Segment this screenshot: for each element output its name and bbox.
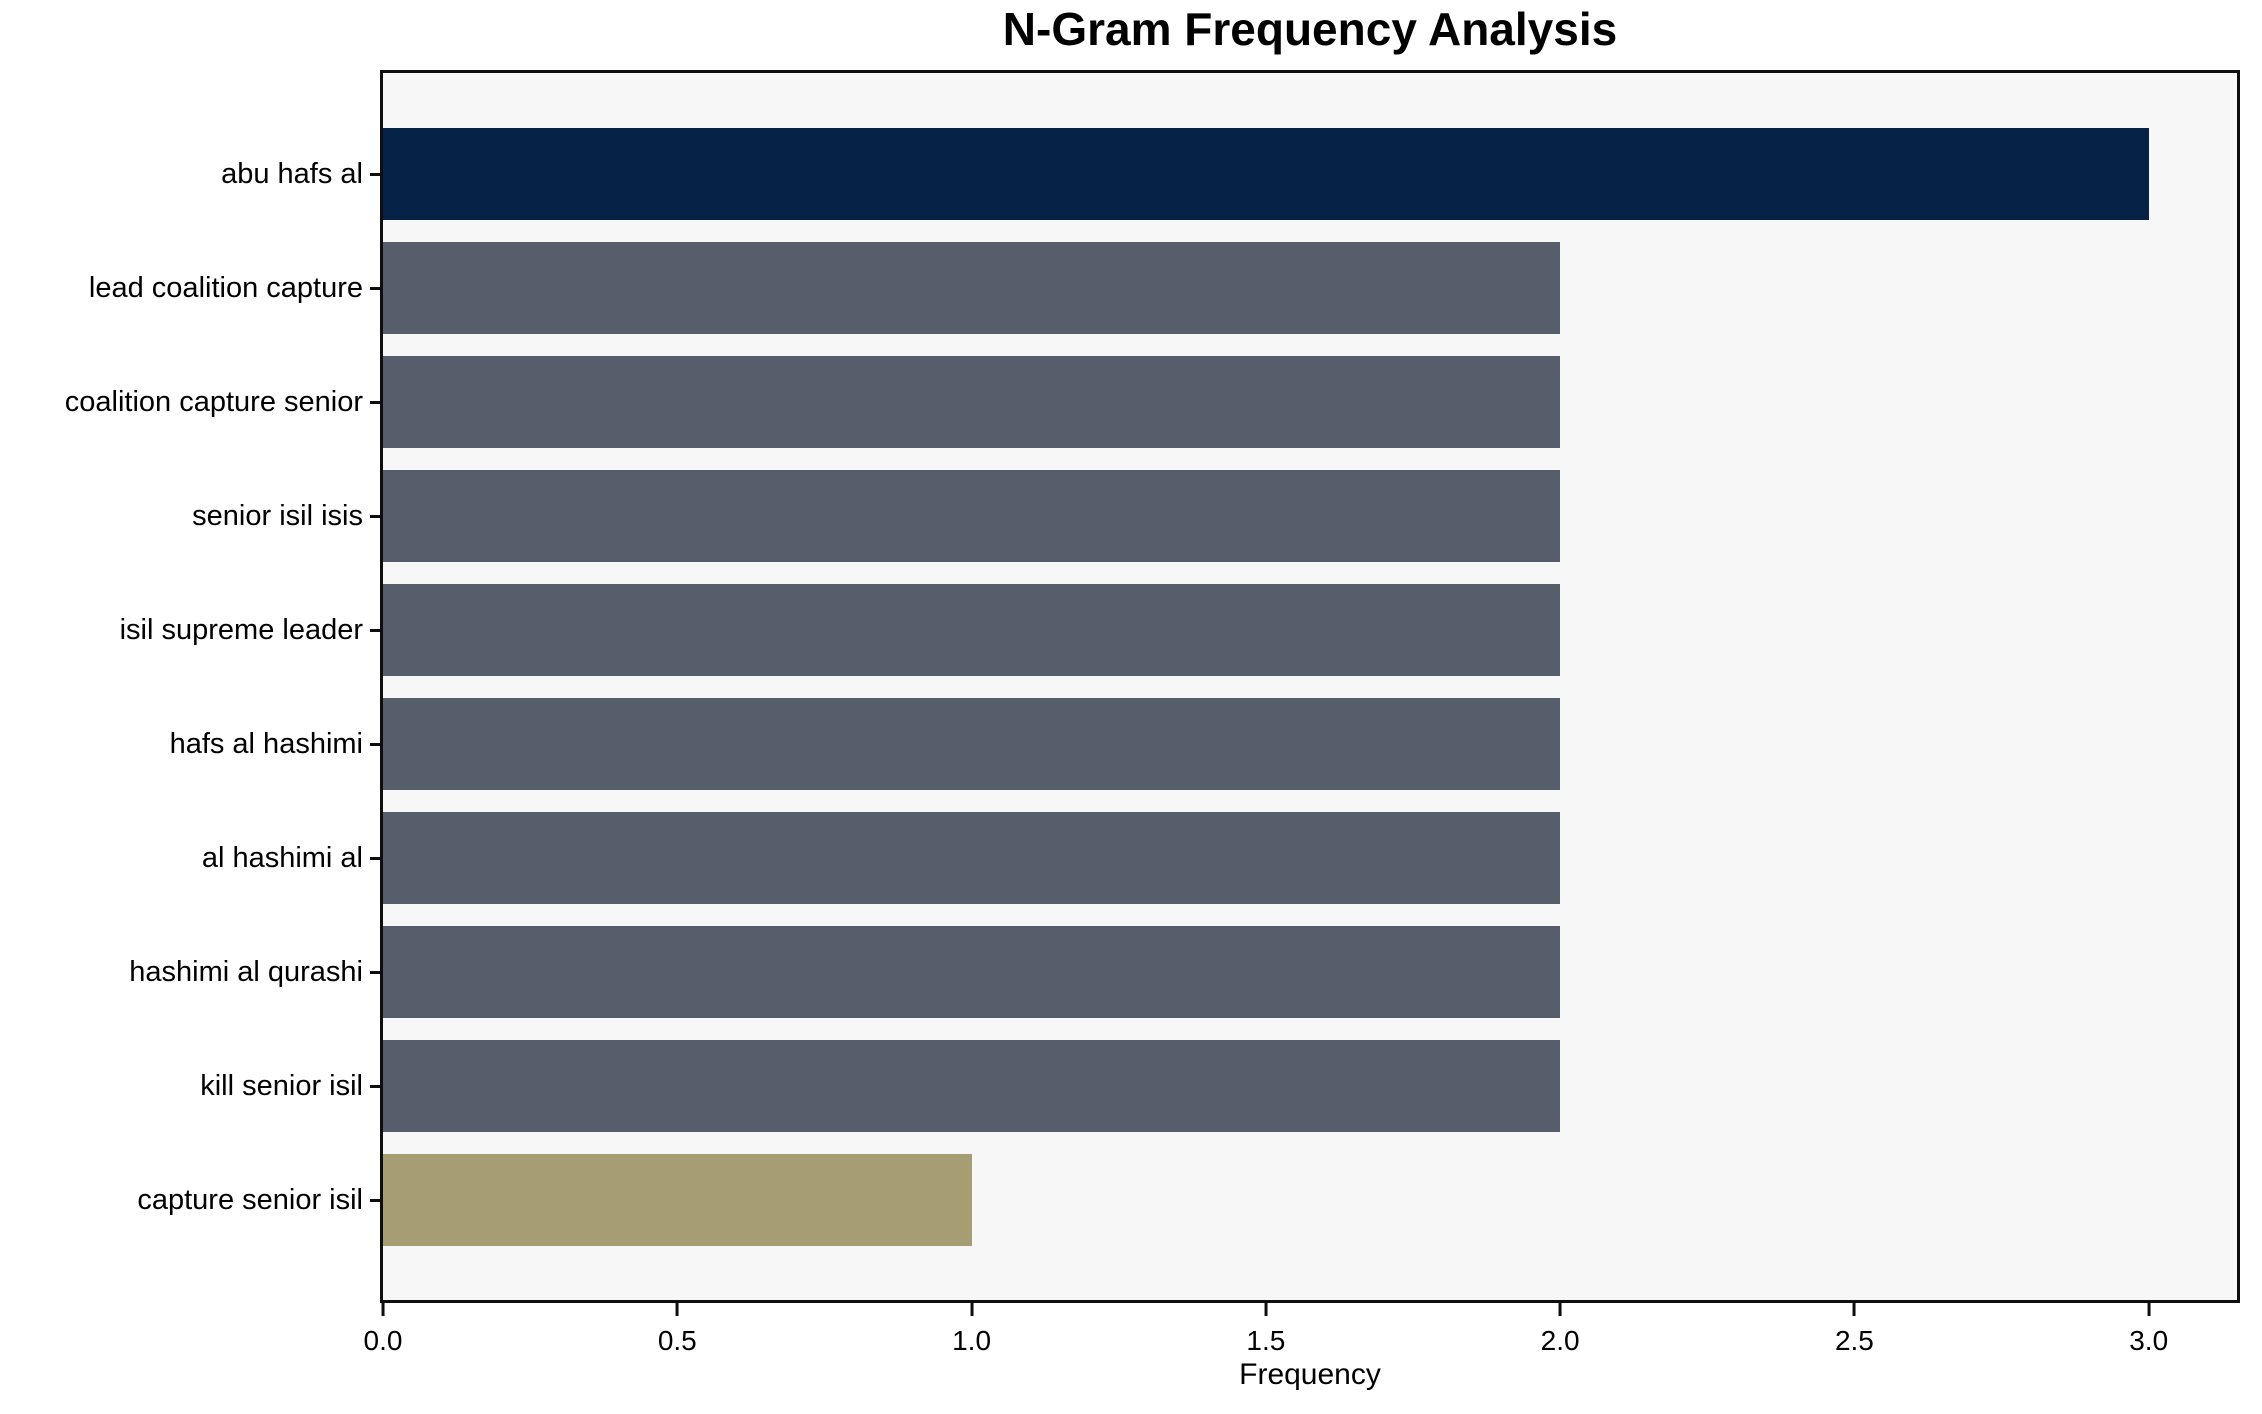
x-tick-mark (2147, 1303, 2151, 1316)
y-row: al hashimi al (0, 801, 380, 915)
y-tick-label: kill senior isil (200, 1069, 363, 1102)
bar-row (383, 1029, 2237, 1143)
bar (383, 812, 1561, 904)
y-tick-label: coalition capture senior (64, 385, 363, 418)
bar (383, 1040, 1561, 1132)
x-tick-label: 1.0 (952, 1325, 992, 1356)
bar-row (383, 117, 2237, 231)
x-tick: 0.0 (363, 1303, 403, 1357)
bar-row (383, 915, 2237, 1029)
bar (383, 470, 1561, 562)
y-row: abu hafs al (0, 117, 380, 231)
y-tick-mark (370, 1084, 380, 1088)
x-axis: 0.0 0.5 1.0 1.5 2.0 2.5 3.0 (364, 1303, 2237, 1413)
plot-area (380, 70, 2240, 1303)
y-row: lead coalition capture (0, 231, 380, 345)
x-tick-mark (381, 1303, 385, 1316)
y-tick-label: capture senior isil (137, 1183, 363, 1216)
y-tick-mark (370, 1198, 380, 1202)
x-tick: 1.0 (952, 1303, 991, 1357)
y-tick-label: senior isil isis (192, 499, 363, 532)
y-tick-mark (370, 742, 380, 746)
y-tick-label: al hashimi al (201, 841, 363, 874)
x-tick-label: 2.5 (1834, 1325, 1874, 1356)
y-tick-label: hafs al hashimi (169, 727, 363, 760)
x-tick-mark (675, 1303, 679, 1316)
y-tick-mark (370, 628, 380, 632)
x-tick-label: 0.0 (363, 1325, 403, 1356)
y-tick-mark (370, 400, 380, 404)
x-tick-mark (1852, 1303, 1856, 1316)
y-row: hafs al hashimi (0, 687, 380, 801)
x-tick-mark (1558, 1303, 1562, 1316)
bar-row (383, 1143, 2237, 1257)
y-axis: abu hafs al lead coalition capture coaliti… (0, 73, 380, 1300)
y-tick-label: lead coalition capture (88, 271, 363, 304)
bar (383, 242, 1561, 334)
x-tick-label: 3.0 (2129, 1325, 2169, 1356)
bar-row (383, 801, 2237, 915)
y-row: capture senior isil (0, 1143, 380, 1257)
bar-row (383, 573, 2237, 687)
y-row: coalition capture senior (0, 345, 380, 459)
x-tick-label: 2.0 (1540, 1325, 1580, 1356)
y-tick-mark (370, 286, 380, 290)
x-tick-label: 1.5 (1246, 1325, 1286, 1356)
x-tick: 1.5 (1246, 1303, 1285, 1357)
y-tick-label: isil supreme leader (119, 613, 363, 646)
bar-row (383, 459, 2237, 573)
bar-row (383, 231, 2237, 345)
x-tick: 3.0 (2129, 1303, 2168, 1357)
bar-row (383, 345, 2237, 459)
bar (383, 584, 1561, 676)
y-tick-mark (370, 172, 380, 176)
y-row: isil supreme leader (0, 573, 380, 687)
x-tick: 0.5 (658, 1303, 697, 1357)
x-tick-mark (970, 1303, 974, 1316)
bar (383, 356, 1561, 448)
y-tick-mark (370, 970, 380, 974)
x-tick: 2.5 (1835, 1303, 1874, 1357)
bars-area (383, 73, 2237, 1300)
y-row: senior isil isis (0, 459, 380, 573)
bar (383, 698, 1561, 790)
y-tick-label: abu hafs al (221, 157, 363, 190)
y-tick-label: hashimi al qurashi (129, 955, 363, 988)
y-row: kill senior isil (0, 1029, 380, 1143)
y-row: hashimi al qurashi (0, 915, 380, 1029)
x-axis-label: Frequency (1239, 1358, 1381, 1391)
y-tick-mark (370, 856, 380, 860)
bar-row (383, 687, 2237, 801)
bar (383, 926, 1561, 1018)
y-tick-mark (370, 514, 380, 518)
bar (383, 128, 2149, 220)
x-tick-label: 0.5 (657, 1325, 697, 1356)
bar (383, 1154, 972, 1246)
x-tick: 2.0 (1541, 1303, 1580, 1357)
chart-title: N-Gram Frequency Analysis (1002, 3, 1618, 55)
x-tick-mark (1264, 1303, 1268, 1316)
